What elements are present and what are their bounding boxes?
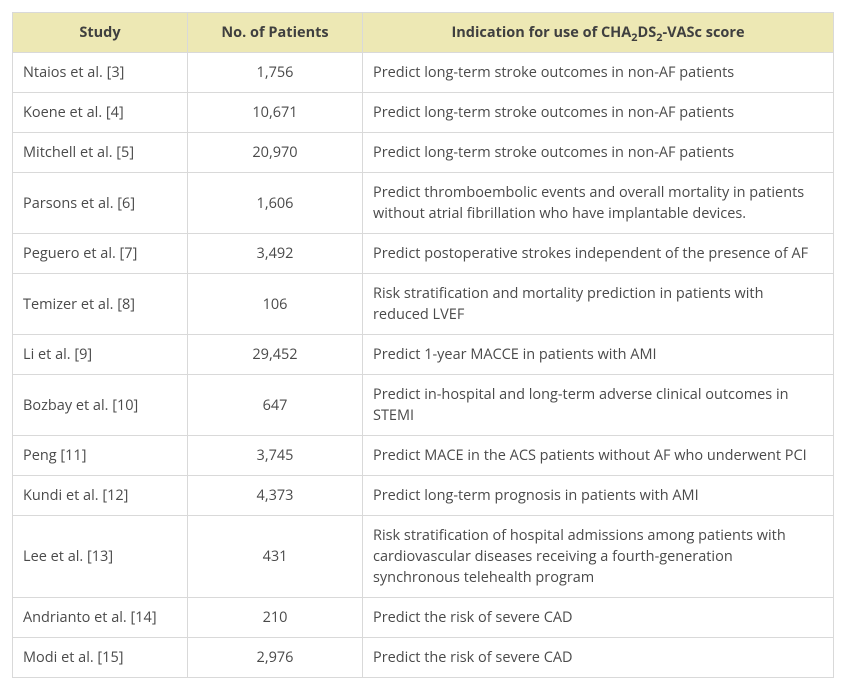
- col-header-patients: No. of Patients: [188, 13, 363, 53]
- cell-study: Li et al. [9]: [13, 335, 188, 375]
- cell-study: Kundi et al. [12]: [13, 476, 188, 516]
- table-row: Li et al. [9]29,452Predict 1-year MACCE …: [13, 335, 834, 375]
- cell-study: Ntaios et al. [3]: [13, 53, 188, 93]
- cell-study: Parsons et al. [6]: [13, 173, 188, 234]
- table-header-row: Study No. of Patients Indication for use…: [13, 13, 834, 53]
- cell-patients: 3,745: [188, 436, 363, 476]
- cell-indication: Predict MACE in the ACS patients without…: [363, 436, 834, 476]
- table-row: Ntaios et al. [3]1,756Predict long-term …: [13, 53, 834, 93]
- cell-indication: Predict the risk of severe CAD: [363, 598, 834, 638]
- cell-patients: 3,492: [188, 234, 363, 274]
- table-row: Temizer et al. [8]106Risk stratification…: [13, 274, 834, 335]
- cell-study: Peguero et al. [7]: [13, 234, 188, 274]
- table-row: Mitchell et al. [5]20,970Predict long-te…: [13, 133, 834, 173]
- col-header-study: Study: [13, 13, 188, 53]
- cell-study: Modi et al. [15]: [13, 638, 188, 678]
- cell-study: Temizer et al. [8]: [13, 274, 188, 335]
- cell-indication: Predict long-term stroke outcomes in non…: [363, 53, 834, 93]
- table-row: Peng [11]3,745Predict MACE in the ACS pa…: [13, 436, 834, 476]
- cell-study: Koene et al. [4]: [13, 93, 188, 133]
- cell-patients: 1,606: [188, 173, 363, 234]
- cell-indication: Predict long-term stroke outcomes in non…: [363, 93, 834, 133]
- cell-indication: Predict thromboembolic events and overal…: [363, 173, 834, 234]
- cell-patients: 4,373: [188, 476, 363, 516]
- cell-patients: 2,976: [188, 638, 363, 678]
- cell-study: Andrianto et al. [14]: [13, 598, 188, 638]
- cell-indication: Predict the risk of severe CAD: [363, 638, 834, 678]
- table-row: Modi et al. [15]2,976Predict the risk of…: [13, 638, 834, 678]
- cell-study: Bozbay et al. [10]: [13, 375, 188, 436]
- cell-indication: Predict postoperative strokes independen…: [363, 234, 834, 274]
- cell-patients: 431: [188, 516, 363, 598]
- cell-indication: Risk stratification of hospital admissio…: [363, 516, 834, 598]
- table-row: Lee et al. [13]431Risk stratification of…: [13, 516, 834, 598]
- cell-patients: 210: [188, 598, 363, 638]
- cell-indication: Predict in-hospital and long-term advers…: [363, 375, 834, 436]
- cell-patients: 1,756: [188, 53, 363, 93]
- table-row: Parsons et al. [6]1,606Predict thromboem…: [13, 173, 834, 234]
- cell-patients: 20,970: [188, 133, 363, 173]
- cell-patients: 647: [188, 375, 363, 436]
- col-header-indication: Indication for use of CHA2DS2-VASc score: [363, 13, 834, 53]
- cell-patients: 29,452: [188, 335, 363, 375]
- cell-indication: Predict 1-year MACCE in patients with AM…: [363, 335, 834, 375]
- table-row: Andrianto et al. [14]210Predict the risk…: [13, 598, 834, 638]
- table-row: Kundi et al. [12]4,373Predict long-term …: [13, 476, 834, 516]
- table-row: Peguero et al. [7]3,492Predict postopera…: [13, 234, 834, 274]
- table-row: Koene et al. [4]10,671Predict long-term …: [13, 93, 834, 133]
- cell-indication: Predict long-term stroke outcomes in non…: [363, 133, 834, 173]
- cell-indication: Risk stratification and mortality predic…: [363, 274, 834, 335]
- table-row: Bozbay et al. [10]647Predict in-hospital…: [13, 375, 834, 436]
- cell-study: Mitchell et al. [5]: [13, 133, 188, 173]
- cell-patients: 10,671: [188, 93, 363, 133]
- cell-patients: 106: [188, 274, 363, 335]
- cell-study: Lee et al. [13]: [13, 516, 188, 598]
- studies-table: Study No. of Patients Indication for use…: [12, 12, 834, 678]
- cell-indication: Predict long-term prognosis in patients …: [363, 476, 834, 516]
- cell-study: Peng [11]: [13, 436, 188, 476]
